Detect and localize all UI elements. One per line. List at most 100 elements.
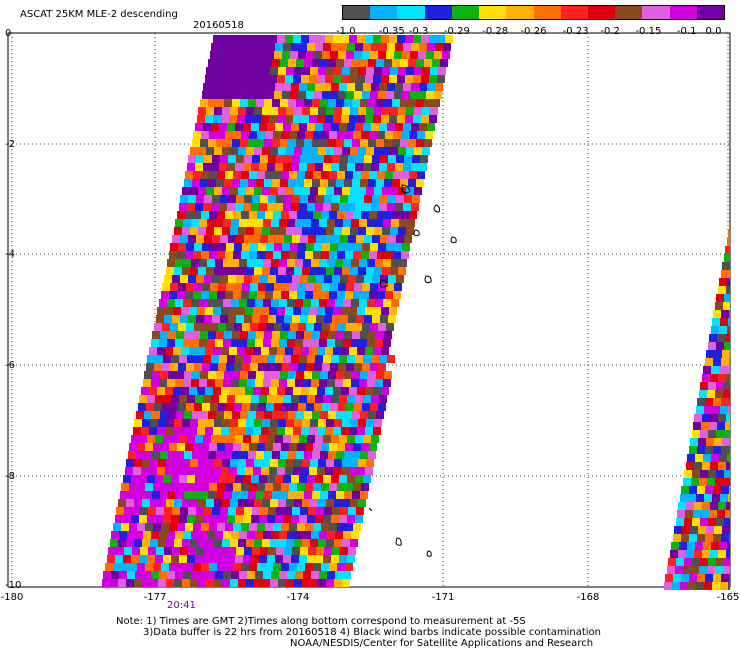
swath-cell	[163, 395, 171, 403]
swath-cell	[280, 371, 288, 379]
swath-cell	[350, 267, 358, 275]
swath-cell	[180, 235, 188, 243]
swath-cell	[719, 454, 727, 462]
swath-cell	[225, 443, 233, 451]
swath-cell	[230, 147, 238, 155]
swath-cell	[234, 243, 242, 251]
swath-cell	[162, 363, 170, 371]
swath-cell	[357, 387, 365, 395]
swath-cell	[689, 446, 697, 454]
swath-cell	[408, 179, 416, 187]
swath-cell	[727, 278, 730, 286]
swath-cell	[124, 507, 132, 515]
swath-cell	[123, 515, 131, 523]
swath-cell	[277, 75, 285, 83]
swath-cell	[722, 438, 730, 446]
swath-cell	[228, 235, 236, 243]
swath-cell	[102, 579, 110, 587]
swath-cell	[347, 475, 355, 483]
swath-cell	[416, 179, 424, 187]
swath-cell	[223, 339, 231, 347]
swath-cell	[208, 411, 216, 419]
swath-cell	[160, 451, 168, 459]
swath-cell	[331, 515, 339, 523]
swath-cell	[227, 203, 235, 211]
swath-cell	[287, 219, 295, 227]
swath-cell	[229, 347, 237, 355]
swath-cell	[316, 235, 324, 243]
swath-cell	[206, 499, 214, 507]
swath-cell	[245, 307, 253, 315]
swath-cell	[155, 355, 163, 363]
swath-cell	[397, 115, 405, 123]
swath-cell	[311, 299, 319, 307]
swath-cell	[289, 251, 297, 259]
swath-cell	[190, 187, 198, 195]
swath-cell	[118, 579, 126, 587]
swath-cell	[320, 179, 328, 187]
swath-cell	[280, 59, 288, 67]
swath-cell	[298, 283, 306, 291]
swath-cell	[105, 563, 113, 571]
swath-cell	[174, 459, 182, 467]
swath-cell	[726, 502, 730, 510]
swath-cell	[357, 427, 365, 435]
island-outline	[395, 537, 402, 546]
swath-cell	[243, 555, 251, 563]
swath-cell	[387, 355, 395, 363]
swath-cell	[233, 251, 241, 259]
swath-cell	[206, 227, 214, 235]
swath-cell	[222, 539, 230, 547]
swath-cell	[253, 307, 261, 315]
swath-cell	[395, 83, 403, 91]
swath-cell	[294, 147, 302, 155]
swath-cell	[176, 371, 184, 379]
swath-cell	[399, 219, 407, 227]
swath-cell	[375, 379, 383, 387]
swath-cell	[273, 291, 281, 299]
swath-cell	[186, 243, 194, 251]
swath-cell	[204, 275, 212, 283]
swath-cell	[199, 531, 207, 539]
swath-cell	[386, 243, 394, 251]
swath-cell	[358, 187, 366, 195]
swath-cell	[152, 371, 160, 379]
swath-cell	[375, 259, 383, 267]
swath-cell	[277, 427, 285, 435]
swath-cell	[402, 91, 410, 99]
swath-cell	[315, 163, 323, 171]
swath-cell	[217, 171, 225, 179]
swath-cell	[326, 499, 334, 507]
swath-cell	[387, 163, 395, 171]
swath-cell	[321, 523, 329, 531]
swath-cell	[287, 379, 295, 387]
swath-cell	[726, 286, 730, 294]
swath-cell	[200, 331, 208, 339]
swath-cell	[243, 163, 251, 171]
swath-cell	[327, 339, 335, 347]
swath-cell	[326, 187, 334, 195]
swath-cell	[142, 539, 150, 547]
swath-cell	[182, 227, 190, 235]
swath-cell	[338, 323, 346, 331]
swath-cell	[673, 574, 681, 582]
swath-cell	[347, 435, 355, 443]
swath-cell	[183, 531, 191, 539]
swath-cell	[389, 307, 397, 315]
swath-cell	[179, 475, 187, 483]
swath-cell	[302, 267, 310, 275]
swath-cell	[232, 331, 240, 339]
swath-cell	[223, 299, 231, 307]
swath-cell	[707, 566, 715, 574]
swath-cell	[410, 91, 418, 99]
swath-cell	[352, 59, 360, 67]
swath-cell	[187, 475, 195, 483]
swath-cell	[297, 291, 305, 299]
swath-cell	[419, 83, 427, 91]
swath-cell	[381, 115, 389, 123]
swath-left	[102, 35, 453, 587]
swath-cell	[233, 211, 241, 219]
swath-cell	[197, 115, 205, 123]
swath-cell	[320, 411, 328, 419]
swath-cell	[179, 555, 187, 563]
